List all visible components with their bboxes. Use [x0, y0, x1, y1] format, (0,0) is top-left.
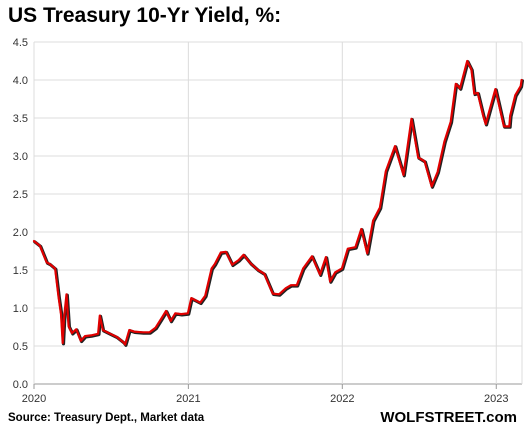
- y-tick-label: 2.0: [13, 227, 28, 239]
- y-tick-label: 0.0: [13, 379, 28, 391]
- grid: [33, 41, 523, 385]
- y-tick-label: 1.5: [13, 265, 28, 277]
- y-tick-label: 0.5: [13, 341, 28, 353]
- y-tick-label: 2.5: [13, 189, 28, 201]
- x-tick-label: 2021: [176, 393, 200, 405]
- chart-title: US Treasury 10-Yr Yield, %:: [8, 4, 282, 27]
- series: [32, 59, 525, 347]
- series-line: [32, 59, 523, 346]
- y-tick-label: 1.0: [13, 303, 28, 315]
- y-axis: 0.0 0.5 1.0 1.5 2.0 2.5 3.0 3.5 4.0 4.5: [13, 37, 28, 391]
- y-tick-label: 4.5: [13, 37, 28, 49]
- x-tick-label: 2022: [330, 393, 354, 405]
- y-tick-label: 4.0: [13, 75, 28, 87]
- x-tick-label: 2020: [22, 393, 46, 405]
- y-tick-label: 3.5: [13, 113, 28, 125]
- source-note: Source: Treasury Dept., Market data: [8, 412, 205, 424]
- x-axis: 2020 2021 2022 2023: [22, 384, 509, 405]
- brand-logo: WOLFSTREET.com: [380, 409, 517, 426]
- x-tick-label: 2023: [484, 393, 508, 405]
- y-tick-label: 3.0: [13, 151, 28, 163]
- series-line-shadow: [33, 60, 525, 347]
